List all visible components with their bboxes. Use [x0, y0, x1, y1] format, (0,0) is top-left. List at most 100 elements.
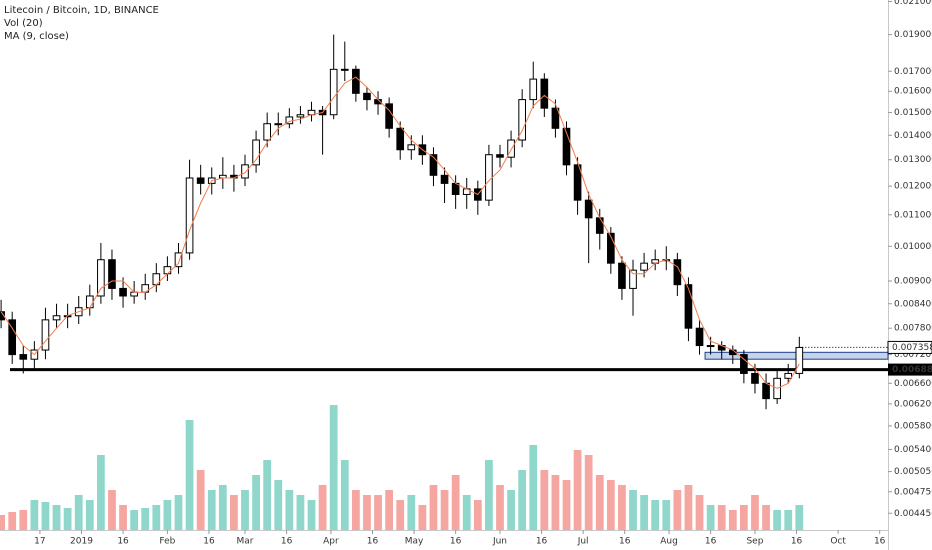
volume-bar	[141, 508, 150, 530]
volume-bar	[640, 495, 648, 530]
volume-bar	[19, 510, 28, 530]
candle-body	[507, 139, 515, 158]
volume-bar	[274, 480, 283, 530]
volume-bar	[540, 470, 549, 530]
x-tick-label: Sep	[746, 537, 763, 547]
candle-body	[19, 354, 28, 360]
volume-bar	[595, 475, 604, 530]
support-label-box	[888, 363, 932, 376]
candle-body	[485, 154, 493, 201]
volume-bar	[119, 505, 127, 530]
volume-bar	[629, 490, 637, 530]
volume-bar	[351, 490, 360, 530]
candle-body	[396, 127, 405, 151]
x-tick-label: Mar	[237, 537, 254, 547]
candle-body	[252, 139, 260, 166]
candle-body	[8, 319, 17, 356]
volume-bar	[130, 510, 139, 530]
volume-bar	[52, 505, 61, 530]
x-tick-label: 17	[34, 537, 45, 547]
volume-bar	[451, 475, 460, 530]
volume-bar	[385, 490, 394, 530]
candle-body	[540, 78, 549, 109]
volume-bar	[63, 508, 72, 530]
candle-body	[706, 345, 715, 348]
candle-body	[296, 114, 305, 118]
x-tick-label: 16	[203, 537, 215, 547]
candle-body	[185, 177, 194, 254]
candle-body	[551, 107, 560, 129]
indicator-label: Vol (20)	[4, 18, 43, 29]
volume-bar	[773, 510, 782, 530]
candle-body	[263, 123, 272, 141]
candle-body	[695, 327, 704, 347]
candle-body	[52, 315, 61, 321]
candle-body	[130, 291, 138, 297]
candle-body	[41, 319, 50, 351]
volume-bar	[8, 512, 17, 530]
volume-bar	[584, 455, 593, 530]
candle-body	[363, 92, 371, 101]
volume-bar	[263, 460, 272, 530]
volume-bar	[606, 480, 615, 530]
chart-title: Litecoin / Bitcoin, 1D, BINANCE	[4, 5, 159, 16]
candle-body	[762, 382, 770, 400]
x-tick-label: Jul	[577, 537, 589, 547]
candle-body	[684, 284, 693, 329]
candle-body	[274, 123, 283, 126]
candle-body	[629, 269, 637, 289]
candle-body	[440, 174, 449, 184]
volume-bar	[518, 470, 527, 530]
volume-bar	[440, 490, 449, 530]
last-price-box	[887, 340, 932, 354]
volume-bar	[662, 500, 671, 530]
volume-bar	[318, 485, 327, 530]
candle-body	[429, 154, 438, 176]
volume-bar	[241, 490, 249, 530]
volume-bar	[196, 470, 205, 530]
volume-bar	[717, 505, 726, 530]
x-tick-label: 16	[874, 537, 886, 547]
candle-body	[407, 144, 416, 151]
volume-bar	[529, 445, 538, 530]
x-tick-label: 16	[367, 537, 379, 547]
x-tick-label: Oct	[830, 537, 846, 547]
volume-bar	[363, 495, 371, 530]
volume-bar	[185, 420, 194, 530]
volume-bar	[762, 505, 770, 530]
volume-bar	[396, 500, 405, 530]
volume-bar	[562, 480, 571, 530]
candle-body	[108, 259, 116, 289]
candle-body	[329, 68, 338, 116]
x-tick-label: 16	[536, 537, 548, 547]
volume-bar	[429, 485, 438, 530]
volume-bar	[174, 495, 183, 530]
volume-bar	[252, 475, 260, 530]
x-tick-label: 16	[619, 537, 631, 547]
indicator-label: MA (9, close)	[4, 31, 69, 42]
volume-bar	[728, 510, 737, 530]
volume-bar	[473, 500, 482, 530]
candle-body	[595, 217, 604, 234]
volume-bar	[795, 505, 804, 530]
volume-bar	[651, 500, 660, 530]
x-tick-label: 2019	[70, 537, 93, 547]
x-tick-label: 16	[791, 537, 803, 547]
volume-bar	[551, 475, 560, 530]
candle-body	[97, 259, 105, 297]
volume-bar	[85, 500, 94, 530]
x-tick-label: 16	[705, 537, 717, 547]
volume-bar	[307, 500, 316, 530]
ma-line	[0, 76, 800, 389]
